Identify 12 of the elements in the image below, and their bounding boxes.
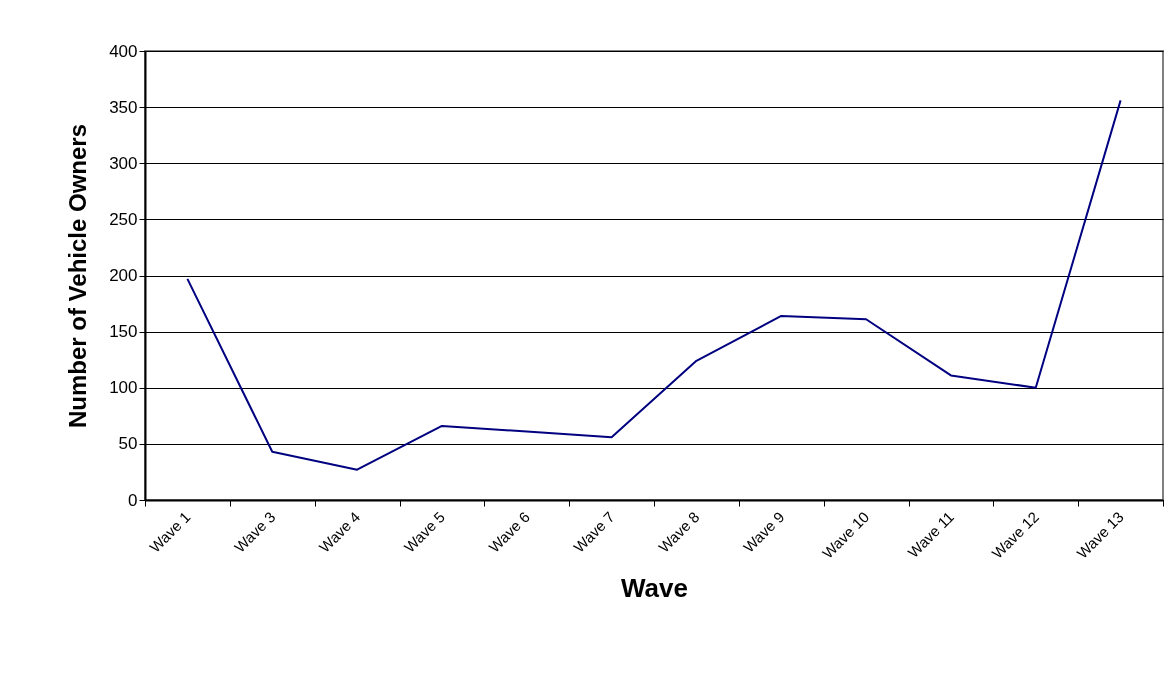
y-tick-label: 50 [118,434,138,454]
y-tick-label: 300 [109,153,138,173]
y-axis-title: Number of Vehicle Owners [64,123,92,429]
y-tick-label: 250 [109,209,138,229]
y-tick-label: 200 [109,266,138,285]
y-tick-label: 100 [109,378,138,398]
y-tick-label: 400 [109,41,138,61]
y-tick-label: 0 [128,490,138,510]
y-tick-label: 350 [109,97,138,117]
line-series [186,99,1122,471]
y-tick-label: 150 [109,322,138,342]
x-axis-title: Wave [621,572,688,603]
